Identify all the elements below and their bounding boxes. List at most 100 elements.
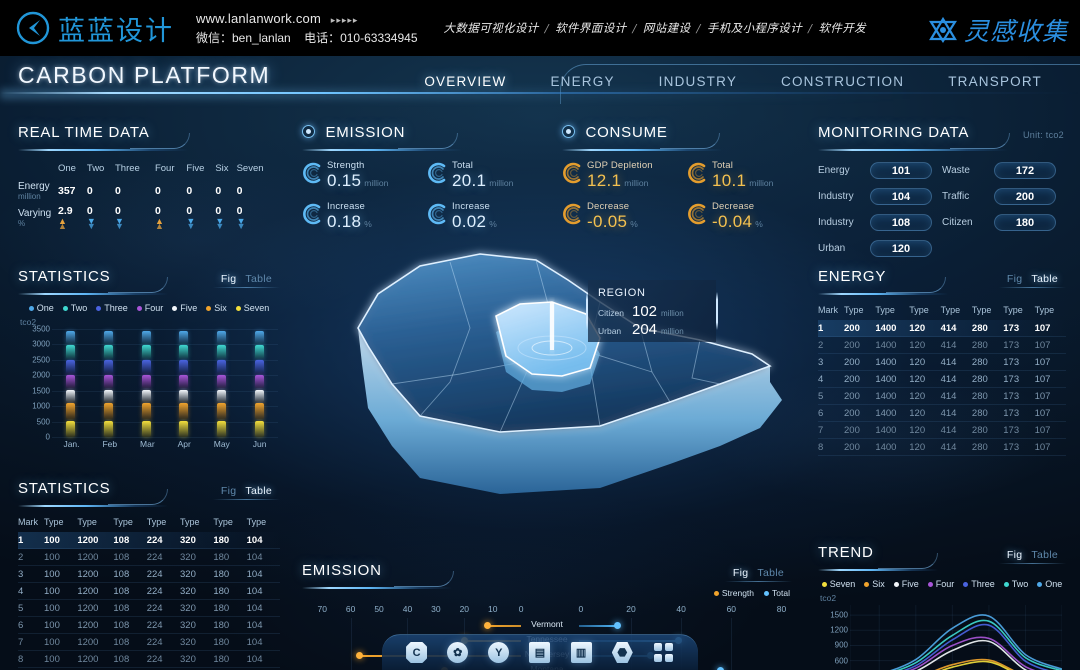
axis-tick-left: 50	[374, 604, 384, 614]
table-cell: 5	[818, 387, 844, 405]
report-icon[interactable]: ▥	[570, 642, 592, 663]
table-row[interactable]: 8 100 1200 108 224 320 180 104	[18, 650, 280, 668]
toggle-table[interactable]: Table	[245, 485, 272, 497]
table-row[interactable]: 2 200 1400 120 414 280 173 107	[818, 336, 1066, 354]
toggle-fig[interactable]: Fig	[732, 567, 749, 579]
statistics-view-toggle[interactable]: Fig Table	[212, 272, 280, 288]
nav-item-industry[interactable]: INDUSTRY	[658, 74, 738, 89]
bar-group[interactable]	[179, 329, 189, 437]
legend-item-five[interactable]: Five	[172, 303, 197, 313]
legend-item-three[interactable]: Three	[963, 579, 995, 589]
legend-item-six[interactable]: Six	[206, 303, 227, 313]
table-row[interactable]: 1 200 1400 120 414 280 173 107	[818, 320, 1066, 337]
kpi-value: 0.18	[327, 212, 362, 231]
nav-item-energy[interactable]: ENERGY	[550, 74, 615, 89]
table-row[interactable]: 1 100 1200 108 224 320 180 104	[18, 532, 280, 549]
badge-y-icon[interactable]: Y	[488, 642, 510, 663]
statistics-table-view-toggle[interactable]: Fig Table	[212, 484, 280, 500]
table-row[interactable]: 6 100 1200 108 224 320 180 104	[18, 616, 280, 634]
legend-item-two[interactable]: Two	[1003, 579, 1028, 589]
energy-view-toggle[interactable]: Fig Table	[998, 272, 1066, 288]
legend-item-one[interactable]: One	[1037, 579, 1062, 589]
nav-item-overview[interactable]: OVERVIEW	[424, 74, 507, 89]
service-separator: /	[804, 21, 817, 35]
toggle-fig[interactable]: Fig	[220, 273, 237, 285]
region-map[interactable]: REGION Citizen 102 million Urban 204 mil…	[300, 232, 810, 532]
table-cell: 1400	[875, 421, 910, 439]
trend-view-toggle[interactable]: Fig Table	[998, 548, 1066, 564]
legend-item-four[interactable]: Four	[136, 303, 163, 313]
bar-segment-five	[66, 389, 76, 402]
toggle-table[interactable]: Table	[757, 567, 784, 579]
data-cell: 0 ▼ ▼	[215, 203, 236, 232]
cell-value: 0	[86, 205, 93, 217]
toggle-table[interactable]: Table	[1031, 549, 1058, 561]
row-label: Varying	[18, 207, 52, 219]
bar-group[interactable]	[103, 329, 113, 437]
table-row[interactable]: 5 100 1200 108 224 320 180 104	[18, 599, 280, 617]
emission-view-toggle[interactable]: Fig Table	[724, 566, 792, 582]
legend-item-strength[interactable]: Strength	[713, 588, 754, 598]
hex-icon[interactable]: ⬣	[611, 642, 633, 663]
toggle-table[interactable]: Table	[245, 273, 272, 285]
legend-item-five[interactable]: Five	[893, 579, 919, 589]
legend-item-seven[interactable]: Seven	[821, 579, 855, 589]
bar-group[interactable]	[216, 329, 226, 437]
table-row[interactable]: 6 200 1400 120 414 280 173 107	[818, 404, 1066, 422]
legend-item-two[interactable]: Two	[62, 303, 87, 313]
legend-item-three[interactable]: Three	[96, 303, 128, 313]
region-bracket-left	[586, 292, 588, 330]
toggle-fig[interactable]: Fig	[1006, 273, 1023, 285]
legend-swatch	[764, 590, 770, 596]
legend-item-one[interactable]: One	[28, 303, 54, 313]
main-nav[interactable]: OVERVIEW ENERGY INDUSTRY CONSTRUCTION TRANSP…	[402, 74, 1064, 89]
bar-segment-seven	[179, 420, 189, 437]
legend-item-four[interactable]: Four	[927, 579, 954, 589]
data-cell: 0 ▼ ▼	[87, 203, 115, 232]
legend-item-six[interactable]: Six	[864, 579, 885, 589]
monitoring-value-pill: 180	[994, 214, 1056, 231]
table-row[interactable]: 7 100 1200 108 224 320 180 104	[18, 633, 280, 651]
trend-y-axis: 150012009006003000	[818, 605, 848, 670]
toggle-fig[interactable]: Fig	[220, 485, 237, 497]
legend-item-seven[interactable]: Seven	[235, 303, 269, 313]
grid-apps-icon[interactable]	[653, 642, 674, 663]
table-cell: 173	[1003, 336, 1035, 354]
nav-item-construction[interactable]: CONSTRUCTION	[781, 74, 905, 89]
table-row[interactable]: 4 200 1400 120 414 280 173 107	[818, 370, 1066, 388]
table-cell: 414	[940, 320, 972, 337]
table-row[interactable]: 8 200 1400 120 414 280 173 107	[818, 438, 1066, 456]
gridline	[52, 390, 278, 392]
statistics-data-table[interactable]: Mark Type Type Type Type Type Type Type 1 100 120…	[18, 514, 280, 668]
bottom-dock[interactable]: C ✿ Y ▤ ▥ ⬣	[382, 634, 698, 670]
butterfly-row[interactable]: Vermont	[302, 618, 792, 633]
toggle-table[interactable]: Table	[1031, 273, 1058, 285]
table-row[interactable]: 3 100 1200 108 224 320 180 104	[18, 565, 280, 583]
x-tick: Feb	[102, 439, 118, 449]
table-row[interactable]: 7 200 1400 120 414 280 173 107	[818, 421, 1066, 439]
chip-icon[interactable]: C	[406, 642, 428, 663]
table-row[interactable]: 4 100 1200 108 224 320 180 104	[18, 582, 280, 600]
table-row[interactable]: 2 100 1200 108 224 320 180 104	[18, 548, 280, 566]
service-item: 手机及小程序设计	[706, 21, 803, 35]
table-cell: 180	[213, 548, 247, 566]
real-time-row: Varying% 2.9 ▲ ▲ 0 ▼ ▼ 0 ▼ ▼ 0 ▲ ▲ 0 ▼ ▼ 0 ▼ ▼ 0 ▼ ▼	[18, 203, 280, 232]
energy-data-table[interactable]: Mark Type Type Type Type Type Type Type 1 200 140…	[818, 302, 1066, 456]
table-cell: 108	[113, 548, 147, 566]
y-tick: 0	[45, 432, 50, 442]
bar-group[interactable]	[141, 329, 151, 437]
panel-title: REAL TIME DATA	[18, 124, 150, 141]
nav-item-transport[interactable]: TRANSPORT	[948, 74, 1042, 89]
toggle-fig[interactable]: Fig	[1006, 549, 1023, 561]
settings-gear-icon[interactable]: ✿	[447, 642, 469, 663]
bar-group[interactable]	[254, 329, 264, 437]
axis-tick-right: 20	[626, 604, 636, 614]
table-row[interactable]: 3 200 1400 120 414 280 173 107	[818, 353, 1066, 371]
swirl-icon	[303, 203, 321, 225]
database-icon[interactable]: ▤	[529, 642, 551, 663]
website-url[interactable]: www.lanlanwork.com	[196, 10, 321, 26]
table-row[interactable]: 5 200 1400 120 414 280 173 107	[818, 387, 1066, 405]
bar-group[interactable]	[66, 329, 76, 437]
legend-item-total[interactable]: Total	[764, 588, 790, 598]
swirl-icon	[303, 162, 321, 184]
